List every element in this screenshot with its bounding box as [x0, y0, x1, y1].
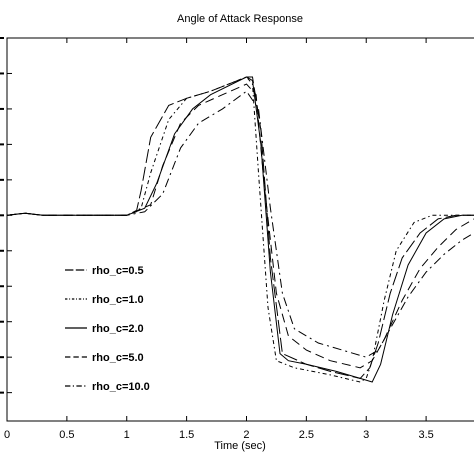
x-tick-label: 3.5 — [418, 429, 433, 441]
series-line-3 — [6, 76, 474, 383]
legend-label-1: rho_c=0.5 — [92, 265, 144, 277]
x-tick-label: 2 — [243, 429, 249, 441]
x-axis-label: Time (sec) — [214, 440, 266, 452]
legend-label-2: rho_c=1.0 — [92, 294, 144, 306]
legend-label-3: rho_c=2.0 — [92, 323, 144, 335]
x-tick-label: 1 — [124, 429, 130, 441]
chart-title: Angle of Attack Response — [177, 13, 303, 25]
x-tick-label: 1.5 — [179, 429, 194, 441]
series-line-5 — [6, 90, 474, 358]
x-tick-label: 0.5 — [59, 429, 74, 441]
series-line-1 — [6, 76, 474, 379]
x-tick-label: 0 — [4, 429, 10, 441]
plot-frame — [6, 37, 474, 422]
x-tick-label: 2.5 — [299, 429, 314, 441]
legend-label-5: rho_c=10.0 — [92, 381, 150, 393]
series-layer — [6, 76, 474, 383]
legend: rho_c=0.5 rho_c=1.0 rho_c=2.0 rho_c=5.0 rho_… — [65, 265, 150, 393]
series-line-2 — [6, 76, 474, 383]
y-axis-ticks — [0, 37, 12, 394]
legend-label-4: rho_c=5.0 — [92, 352, 144, 364]
x-axis-ticks: 0 0.5 1 1.5 2 2.5 3 3.5 — [4, 38, 434, 441]
x-tick-label: 3 — [363, 429, 369, 441]
series-line-4 — [6, 83, 474, 369]
